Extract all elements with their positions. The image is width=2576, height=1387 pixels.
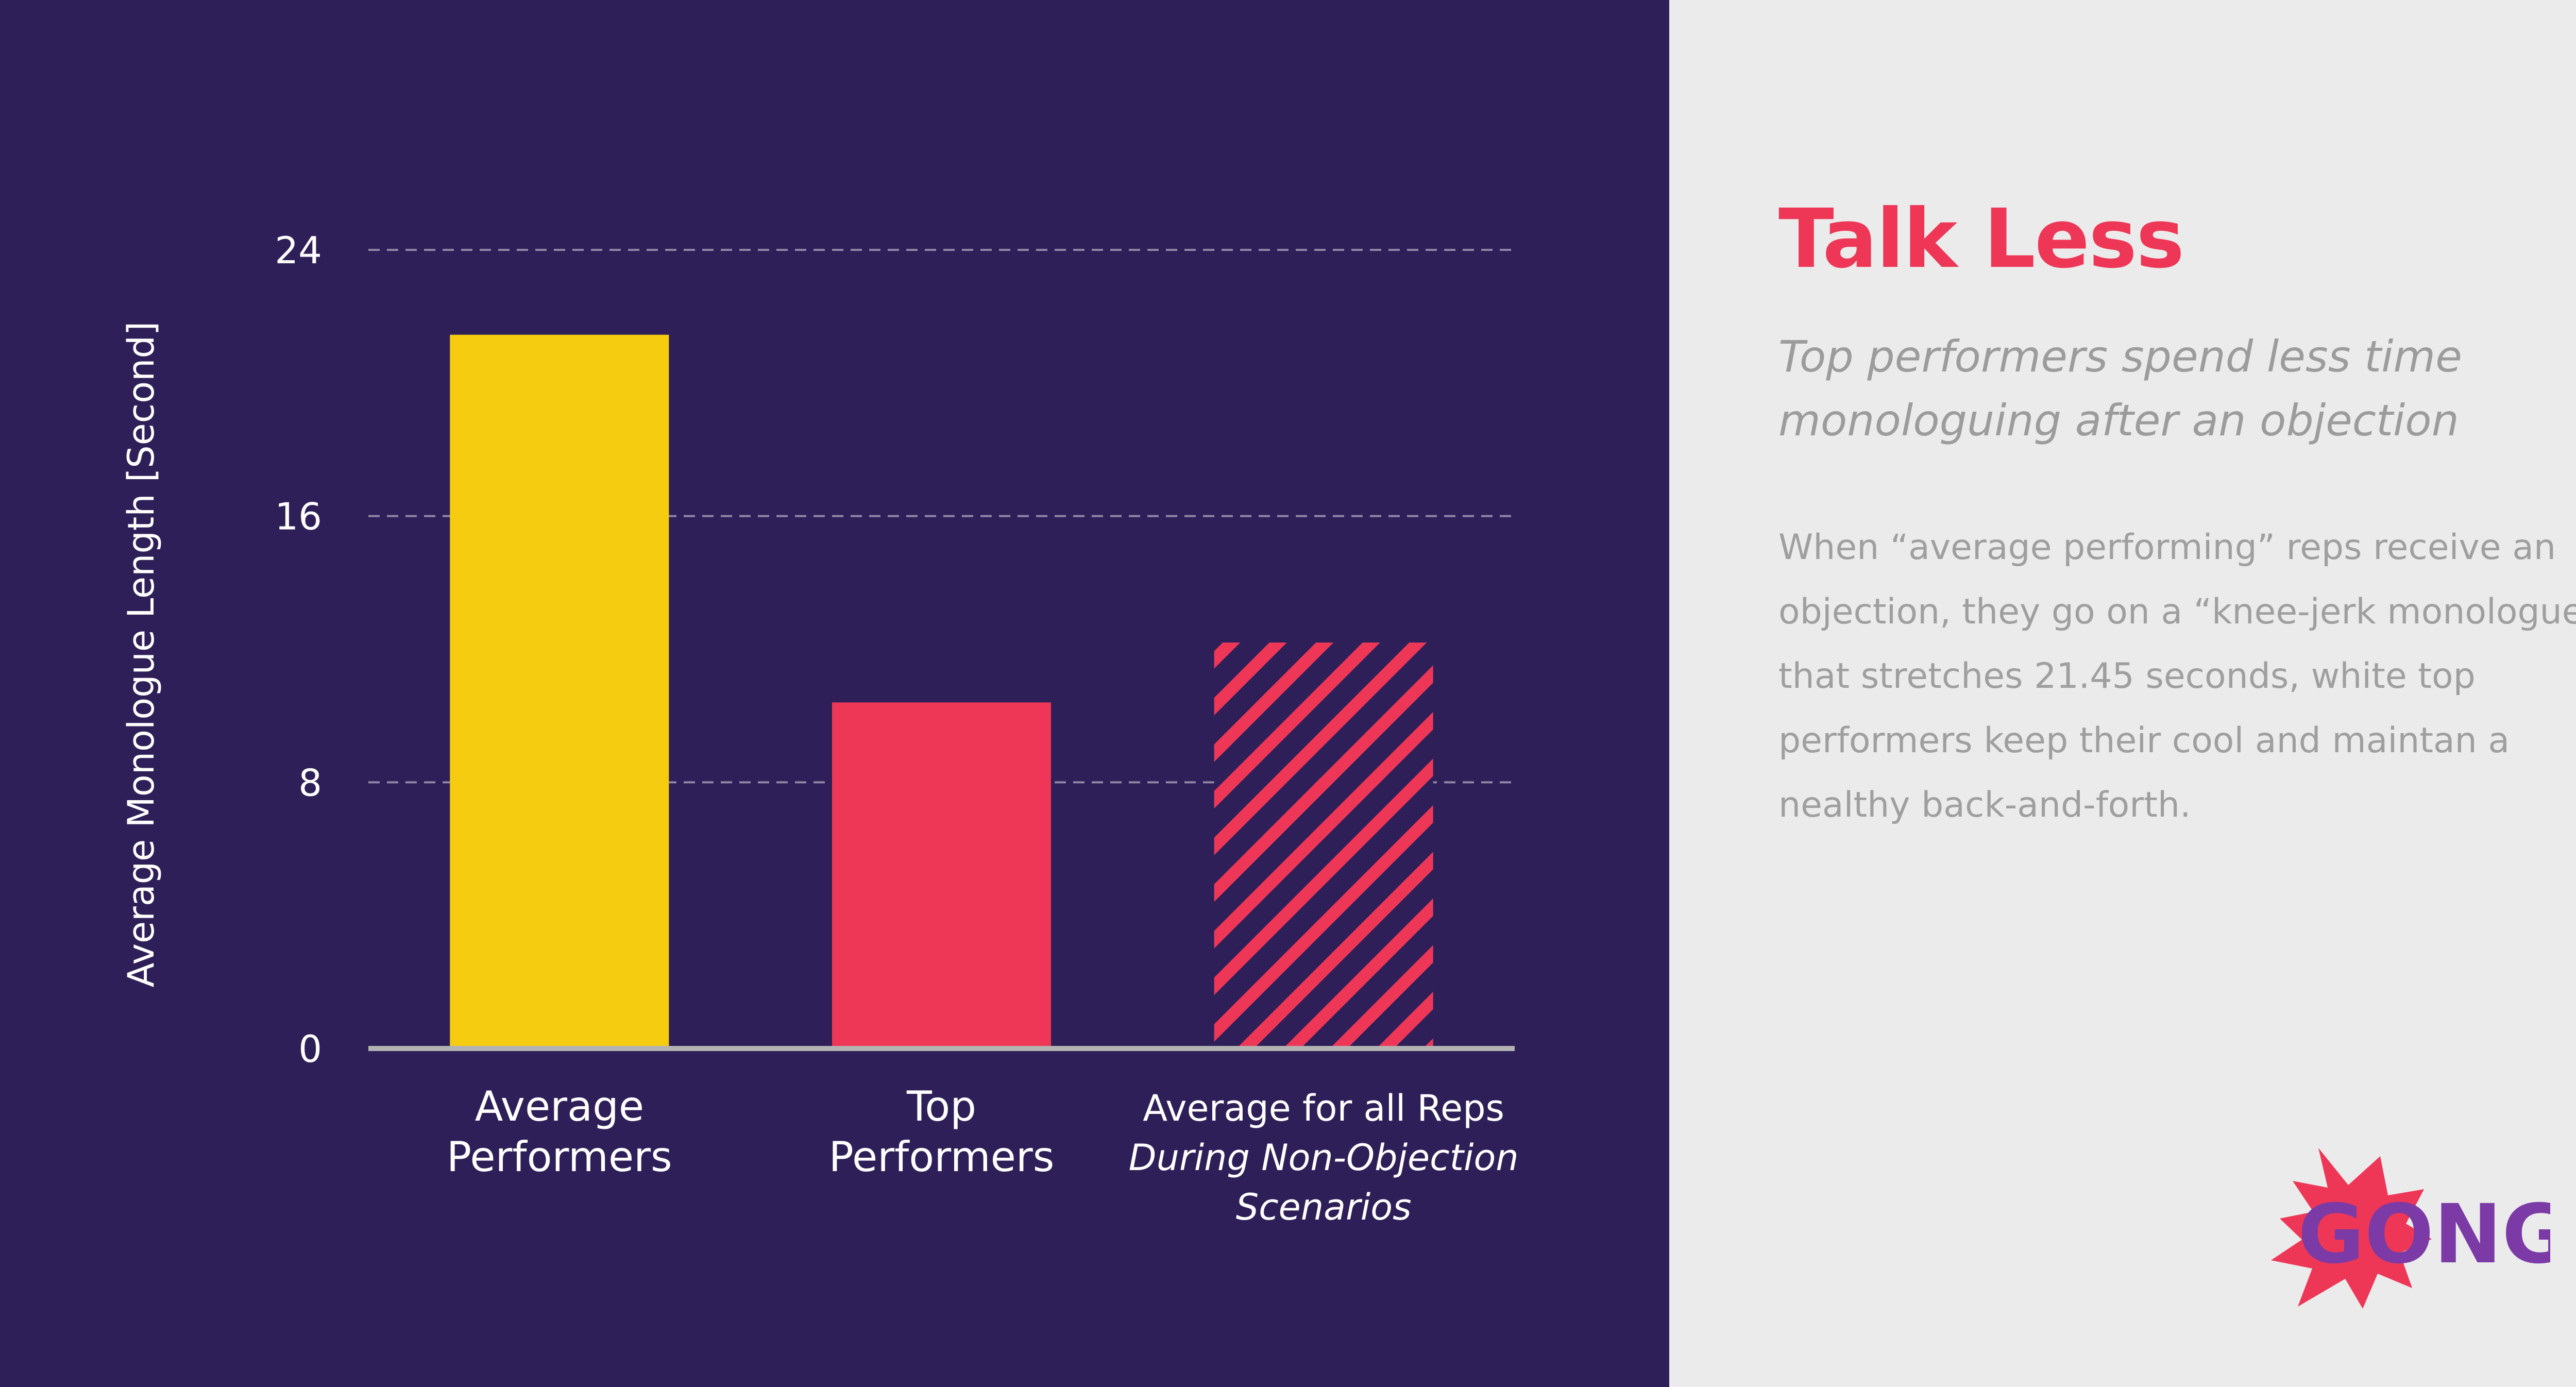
gong-logo: GONG <box>2271 1148 2550 1309</box>
y-tick-label: 16 <box>275 495 322 538</box>
x-tick-label: Average <box>475 1082 645 1130</box>
bar <box>450 334 669 1048</box>
x-tick-label: Top <box>906 1082 976 1130</box>
x-tick-label: Scenarios <box>1236 1186 1412 1228</box>
x-tick-label: Performers <box>829 1133 1055 1181</box>
x-tick-label: During Non-Objection <box>1129 1137 1519 1179</box>
y-tick-label: 24 <box>275 229 322 272</box>
logo-text: GONG <box>2298 1187 2550 1282</box>
y-tick-label: 8 <box>298 761 322 804</box>
panel-title: Talk Less <box>1778 192 2184 286</box>
chart-panel: 0 8 16 24 Average Performers Top Performers Aver… <box>0 0 1669 1387</box>
text-panel: Talk Less Top performers spend less time… <box>1669 0 2576 1387</box>
bar <box>1214 642 1433 1048</box>
bar <box>832 702 1051 1048</box>
x-tick-label: Average for all Reps <box>1143 1087 1504 1129</box>
y-axis-label: Average Monologue Length [Second] <box>120 322 162 987</box>
y-tick-label: 0 <box>298 1027 322 1071</box>
logo-burst-icon <box>2271 1148 2432 1309</box>
bar-chart: 081624AveragePerformersTopPerformersAver… <box>120 229 1519 1228</box>
panel-subtitle: Top performers spend less time monologui… <box>1778 331 2462 446</box>
x-tick-label: Performers <box>447 1133 672 1181</box>
panel-body: When “average performing” reps receive a… <box>1778 527 2576 825</box>
